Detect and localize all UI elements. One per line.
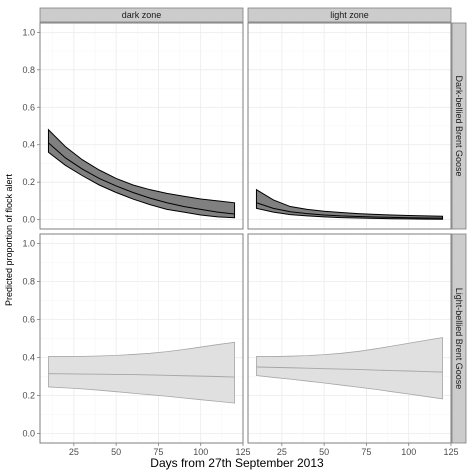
y-tick-label: 1.0: [22, 239, 35, 249]
confidence-ribbon: [256, 337, 443, 400]
confidence-ribbon: [47, 128, 236, 219]
panels-layer: [39, 22, 452, 444]
x-axis-title: Days from 27th September 2013: [150, 456, 324, 470]
strips-layer: dark zone light zone Dark-bellied Brent Go…: [39, 7, 467, 444]
x-tick-label: 75: [361, 447, 371, 457]
fit-line: [48, 142, 235, 215]
row-strip-0: Dark-bellied Brent Goose: [451, 22, 467, 230]
series-panel-2: [48, 341, 235, 404]
series-panel-0: [47, 128, 236, 219]
fit-line: [48, 373, 235, 378]
y-tick-label: 0.2: [22, 177, 35, 187]
y-tick-label: 0.4: [22, 140, 35, 150]
y-tick-label: 0.4: [22, 353, 35, 363]
x-tick-label: 125: [443, 447, 458, 457]
x-tick-label: 50: [111, 447, 121, 457]
strip-background: [451, 233, 467, 444]
x-tick-label: 125: [235, 447, 250, 457]
x-tick-label: 100: [193, 447, 208, 457]
y-tick-label: 0.6: [22, 315, 35, 325]
column-strip-label: dark zone: [122, 10, 162, 20]
x-tick-label: 50: [319, 447, 329, 457]
row-strip-1: Light-bellied Brent Goose: [451, 233, 467, 444]
confidence-ribbon: [255, 188, 444, 220]
panel-border: [247, 233, 452, 444]
panel-border: [39, 233, 244, 444]
x-tick-label: 25: [277, 447, 287, 457]
panel-border: [247, 22, 452, 230]
fit-line: [256, 202, 443, 219]
strip-background: [451, 22, 467, 230]
y-tick-label: 0.0: [22, 215, 35, 225]
y-tick-label: 0.0: [22, 429, 35, 439]
fit-line: [256, 366, 443, 373]
panel-r0-c1: [248, 23, 452, 229]
series-panel-3: [256, 337, 443, 400]
series-panel-1: [255, 188, 444, 220]
row-strip-label: Dark-bellied Brent Goose: [454, 75, 464, 176]
y-tick-label: 0.8: [22, 65, 35, 75]
ticks-layer: 0.0 0.2 0.4 0.6 0.8 1.0 0.0 0.2 0.4 0.6 0.8 1.0 25 50…: [22, 27, 458, 457]
y-tick-label: 0.2: [22, 391, 35, 401]
panel-r1-c0: [40, 234, 244, 443]
strip-background: [247, 7, 452, 23]
y-tick-label: 0.8: [22, 277, 35, 287]
strip-background: [39, 7, 244, 23]
column-strip-1: light zone: [247, 7, 452, 23]
y-axis-title: Predicted proportion of flock alert: [4, 173, 14, 306]
confidence-ribbon: [48, 341, 235, 404]
x-tick-label: 100: [401, 447, 416, 457]
column-strip-0: dark zone: [39, 7, 244, 23]
x-tick-label: 75: [153, 447, 163, 457]
y-tick-label: 0.6: [22, 102, 35, 112]
y-tick-label: 1.0: [22, 27, 35, 37]
panel-border: [39, 22, 244, 230]
x-tick-label: 25: [69, 447, 79, 457]
column-strip-label: light zone: [330, 10, 369, 20]
panel-r1-c1: [248, 234, 452, 443]
row-strip-label: Light-bellied Brent Goose: [454, 288, 464, 390]
